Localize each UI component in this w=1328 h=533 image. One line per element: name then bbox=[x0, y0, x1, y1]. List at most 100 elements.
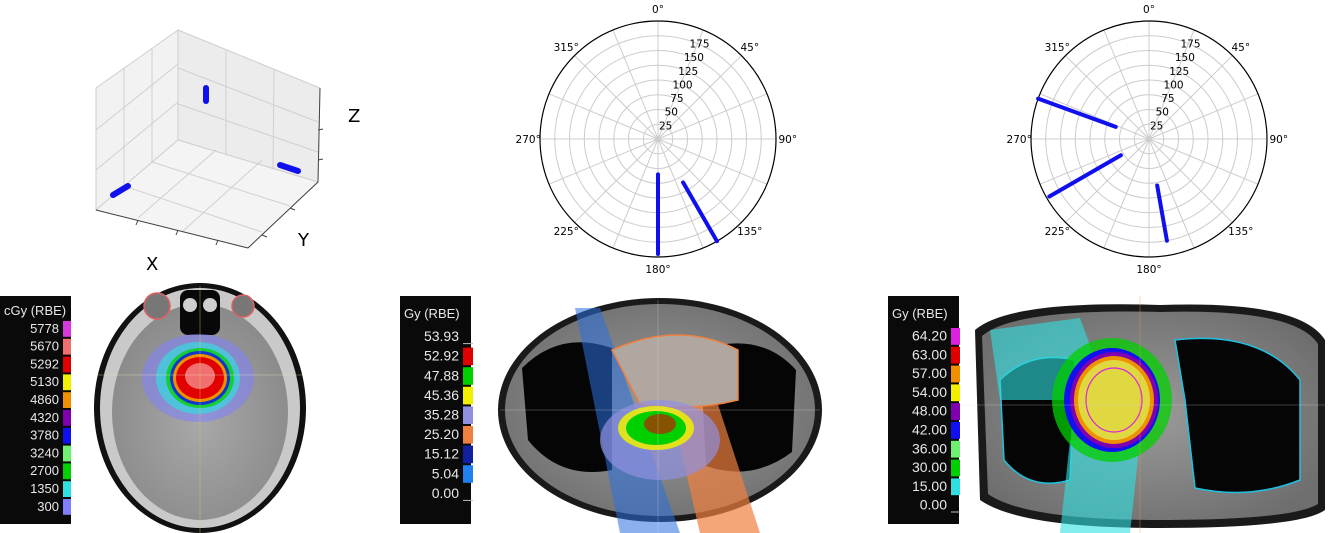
colorbar-level-label: 2700 bbox=[30, 463, 59, 478]
colorbar-swatch bbox=[63, 481, 71, 497]
radial-tick-label: 150 bbox=[684, 52, 704, 64]
colorbar-level-label: 15.00 bbox=[912, 478, 947, 494]
colorbar-swatch bbox=[951, 365, 960, 383]
colorbar-swatch bbox=[63, 427, 71, 444]
radial-tick-label: 75 bbox=[1161, 93, 1174, 105]
colorbar-swatch bbox=[63, 356, 71, 373]
colorbar-level-label: 36.00 bbox=[912, 440, 947, 456]
colorbar-level-label: 5292 bbox=[30, 356, 59, 371]
colorbar-level-label: 48.00 bbox=[912, 403, 947, 419]
colorbar-level-label: 1350 bbox=[30, 481, 59, 496]
radial-tick-label: 100 bbox=[1164, 79, 1184, 91]
colorbar-level-label: 3780 bbox=[30, 428, 59, 443]
radial-tick-label: 100 bbox=[673, 79, 693, 91]
dose-colorbar-3: Gy (RBE) 64.20 63.00 57.00 54.00 48.00 42.00 36… bbox=[892, 306, 960, 513]
angular-gridline bbox=[1148, 93, 1259, 140]
angular-gridline bbox=[612, 29, 659, 140]
colorbar-swatch bbox=[463, 406, 473, 424]
angular-gridline bbox=[1148, 29, 1195, 140]
colorbar-swatch bbox=[951, 422, 960, 439]
colorbar-swatch bbox=[63, 374, 71, 391]
beam-3d-panel: X Y Z bbox=[94, 29, 360, 275]
angular-gridline bbox=[657, 138, 742, 223]
colorbar-swatch bbox=[63, 445, 71, 462]
ct-chest-image-2 bbox=[888, 296, 1328, 533]
radial-tick-label: 25 bbox=[659, 120, 672, 132]
angular-gridline bbox=[657, 93, 768, 140]
colorbar-level-label: 5130 bbox=[30, 374, 59, 389]
angular-gridline bbox=[657, 55, 742, 140]
angular-gridline bbox=[1103, 138, 1150, 249]
radial-tick-label: 150 bbox=[1175, 52, 1195, 64]
angular-gridline bbox=[548, 138, 659, 185]
beam-line-3 bbox=[1155, 183, 1169, 243]
beam-line-2 bbox=[1047, 153, 1123, 199]
colorbar-swatch bbox=[463, 426, 473, 444]
angle-tick-label: 90° bbox=[778, 134, 797, 146]
angle-tick-label: 0° bbox=[1143, 4, 1155, 16]
angular-gridline bbox=[574, 138, 659, 223]
angle-tick-label: 315° bbox=[1045, 42, 1070, 54]
colorbar-level-label: 3240 bbox=[30, 445, 59, 460]
polar-frame bbox=[539, 20, 777, 258]
angle-tick-label: 0° bbox=[652, 4, 664, 16]
y-axis-label: Y bbox=[297, 230, 310, 251]
colorbar-level-label: 5778 bbox=[30, 321, 59, 336]
colorbar-level-label: 30.00 bbox=[912, 459, 947, 475]
colorbar-level-label: 300 bbox=[37, 499, 59, 514]
angular-gridline bbox=[1039, 93, 1150, 140]
angular-gridline bbox=[1148, 138, 1233, 223]
radial-tick-label: 125 bbox=[678, 66, 698, 78]
angular-gridline bbox=[1065, 138, 1150, 223]
colorbar-level-label: 53.93 bbox=[424, 328, 459, 344]
colorbar-unit-label: Gy (RBE) bbox=[892, 306, 948, 321]
colorbar-level-label: 35.28 bbox=[424, 407, 459, 423]
ct-head-image bbox=[0, 283, 306, 533]
colorbar-swatch bbox=[951, 328, 960, 345]
colorbar-level-label: 4320 bbox=[30, 410, 59, 425]
colorbar-level-label: 54.00 bbox=[912, 384, 947, 400]
angular-gridline bbox=[548, 93, 659, 140]
angle-tick-label: 180° bbox=[645, 264, 670, 276]
colorbar-level-label: 0.00 bbox=[432, 485, 459, 501]
colorbar-level-label: 0.00 bbox=[920, 497, 947, 513]
colorbar-swatch bbox=[463, 347, 473, 366]
colorbar-swatch bbox=[951, 403, 960, 420]
colorbar-level-label: 57.00 bbox=[912, 365, 947, 381]
3d-axis-edges bbox=[95, 87, 324, 249]
radial-tick-label: 175 bbox=[1180, 39, 1200, 51]
colorbar-swatch bbox=[951, 384, 960, 402]
radial-tick-label: 75 bbox=[670, 93, 683, 105]
x-axis-label: X bbox=[146, 254, 158, 275]
colorbar-swatch bbox=[463, 465, 473, 483]
angle-tick-label: 135° bbox=[1228, 226, 1253, 238]
radial-tick-label: 50 bbox=[665, 107, 678, 119]
beam-line-2 bbox=[681, 180, 719, 244]
polar-frame bbox=[1030, 20, 1268, 258]
angular-gridline bbox=[1148, 138, 1259, 185]
colorbar-level-label: 5670 bbox=[30, 339, 59, 354]
radial-tick-label: 125 bbox=[1169, 66, 1189, 78]
radial-tick-label: 50 bbox=[1156, 107, 1169, 119]
angle-tick-label: 45° bbox=[1231, 42, 1250, 54]
colorbar-level-label: 4860 bbox=[30, 392, 59, 407]
dose-colorbar-2: Gy (RBE) 53.93 52.92 47.88 45.36 35.28 25.20 15… bbox=[404, 306, 473, 501]
angular-gridline bbox=[1148, 55, 1233, 140]
colorbar-swatch bbox=[63, 410, 71, 426]
angle-tick-label: 135° bbox=[737, 226, 762, 238]
colorbar-level-label: 63.00 bbox=[912, 346, 947, 362]
colorbar-level-label: 42.00 bbox=[912, 422, 947, 438]
beam-line-1 bbox=[1036, 96, 1118, 129]
angle-tick-label: 270° bbox=[1007, 134, 1032, 146]
angle-tick-label: 225° bbox=[1045, 226, 1070, 238]
angle-tick-label: 315° bbox=[554, 42, 579, 54]
colorbar-swatch bbox=[63, 499, 71, 515]
angular-gridline bbox=[1065, 55, 1150, 140]
angular-gridline bbox=[1103, 29, 1150, 140]
colorbar-swatch bbox=[951, 440, 960, 458]
angular-gridline bbox=[657, 138, 704, 249]
colorbar-level-label: 64.20 bbox=[912, 328, 947, 344]
